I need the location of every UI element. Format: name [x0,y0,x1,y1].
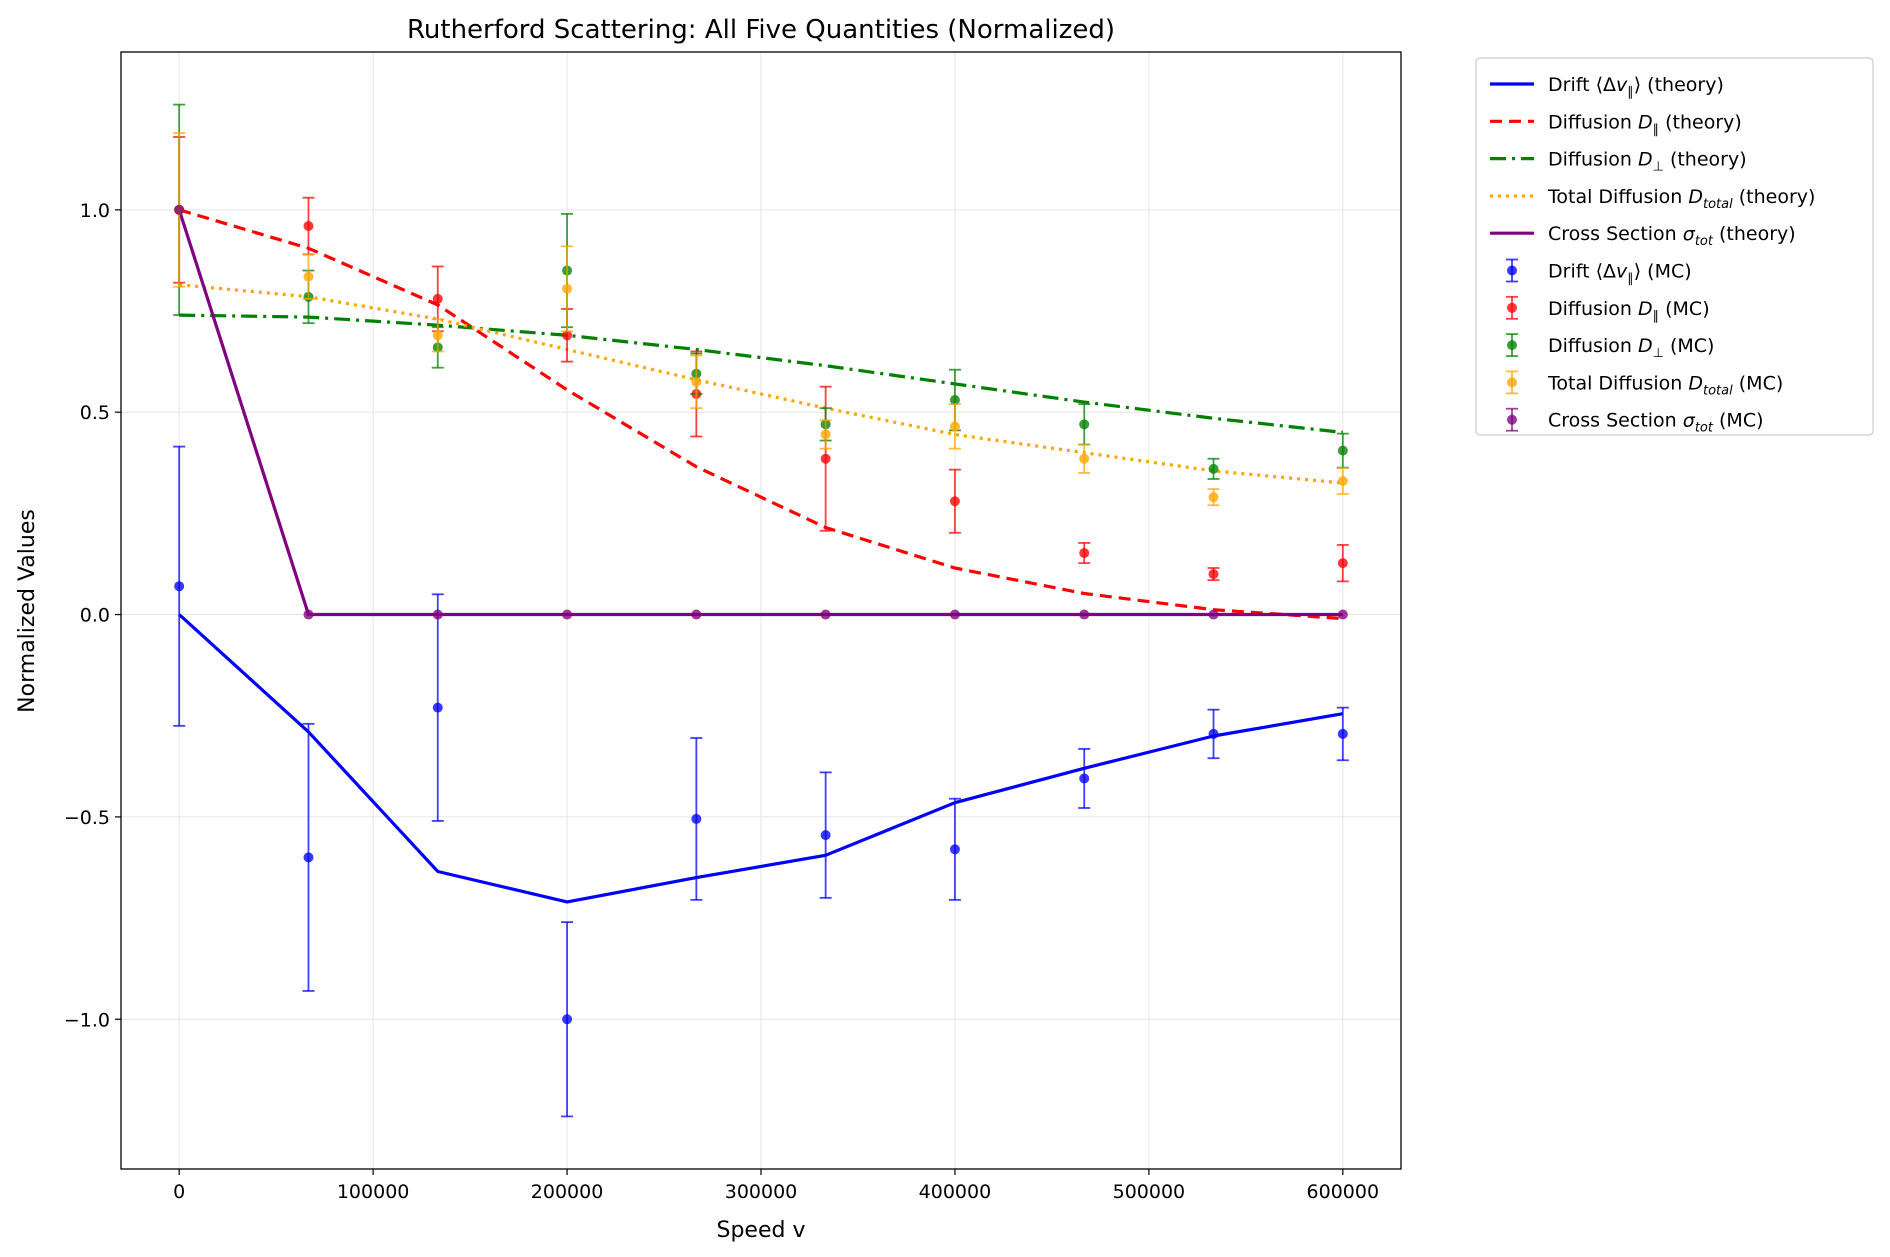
mc-point-drift [1079,773,1090,784]
mc-point-d_perp [1079,419,1090,430]
legend: Drift ⟨Δv∥⟩ (theory) Diffusion D∥ (theory… [1475,57,1874,436]
mc-point-drift [432,702,443,713]
mc-point-sigma [303,609,314,620]
legend-label-mc-drift: Drift ⟨Δv∥⟩ (MC) [1548,261,1692,287]
legend-marker-d_perp [1507,340,1517,351]
mc-point-sigma [949,609,960,620]
mc-point-drift [1337,728,1348,739]
legend-label-theory-d_perp: Diffusion D⊥ (theory) [1548,149,1747,175]
mc-point-d_total [1337,475,1348,486]
mc-point-d_perp [949,395,960,406]
x-axis-label: Speed v [717,1218,806,1243]
legend-label-mc-d_total: Total Diffusion Dtotal (MC) [1547,372,1783,398]
legend-frame [1475,57,1874,436]
mc-point-d_par [562,330,573,341]
axis-ticks: 0 100000 200000 300000 400000 500000 600000 −1.… [64,200,1379,1203]
mc-point-drift [691,813,702,824]
legend-label-theory-drift: Drift ⟨Δv∥⟩ (theory) [1548,74,1724,100]
mc-point-d_total [691,376,702,387]
mc-point-d_total [303,271,314,282]
mc-point-sigma [562,609,573,620]
x-tick-label: 400000 [919,1181,992,1203]
mc-point-sigma [1079,609,1090,620]
mc-point-drift [174,581,185,592]
mc-point-d_par [820,453,831,464]
mc-point-sigma [432,609,443,620]
x-tick-label: 0 [173,1181,185,1203]
mc-point-d_total [432,330,443,341]
mc-point-d_perp [1208,463,1219,474]
mc-point-sigma [691,609,702,620]
y-tick-label: 0.0 [80,605,110,627]
x-tick-label: 600000 [1307,1181,1380,1203]
legend-marker-drift [1507,265,1517,276]
mc-point-sigma [174,204,185,215]
mc-point-d_total [562,283,573,294]
mc-point-d_total [1208,492,1219,503]
legend-marker-sigma [1507,414,1517,425]
mc-point-d_par [1079,548,1090,559]
mc-point-d_par [303,221,314,232]
chart-title: Rutherford Scattering: All Five Quantiti… [407,15,1115,45]
mc-point-d_par [949,496,960,507]
x-tick-label: 100000 [337,1181,410,1203]
mc-point-d_total [949,421,960,432]
theory-line-sigma [177,209,1343,617]
x-tick-label: 500000 [1113,1181,1186,1203]
mc-point-sigma [820,609,831,620]
legend-label-mc-d_par: Diffusion D∥ (MC) [1548,298,1710,324]
legend-label-theory-d_total: Total Diffusion Dtotal (theory) [1547,186,1815,212]
legend-label-theory-sigma: Cross Section σtot (theory) [1548,223,1796,249]
theory-line-d_total [179,283,1343,485]
y-tick-label: 0.5 [80,402,110,424]
legend-label-mc-sigma: Cross Section σtot (MC) [1548,410,1764,436]
legend-marker-d_par [1507,302,1517,313]
theory-line-d_par [178,208,1343,621]
y-tick-label: −0.5 [64,807,110,829]
legend-marker-d_total [1507,377,1517,388]
mc-point-d_total [820,429,831,440]
mc-point-drift [562,1014,573,1025]
mc-point-drift [1208,728,1219,739]
x-tick-label: 200000 [531,1181,604,1203]
y-axis-label: Normalized Values [15,509,40,713]
mc-point-sigma [1208,609,1219,620]
legend-label-mc-d_perp: Diffusion D⊥ (MC) [1548,335,1714,361]
theory-line-drift [178,613,1344,904]
mc-point-d_total [1079,453,1090,464]
mc-point-d_perp [1337,445,1348,456]
mc-point-drift [303,852,314,863]
mc-point-d_par [1208,569,1219,580]
plot-data [173,103,1349,1118]
legend-label-theory-d_par: Diffusion D∥ (theory) [1548,111,1742,137]
y-tick-label: 1.0 [80,200,110,222]
y-tick-label: −1.0 [64,1009,110,1031]
mc-point-drift [820,830,831,841]
mc-point-d_par [1337,558,1348,569]
mc-point-d_par [432,293,443,304]
mc-point-drift [949,844,960,855]
mc-point-sigma [1337,609,1348,620]
theory-line-d_perp [179,313,1343,434]
x-tick-label: 300000 [725,1181,798,1203]
